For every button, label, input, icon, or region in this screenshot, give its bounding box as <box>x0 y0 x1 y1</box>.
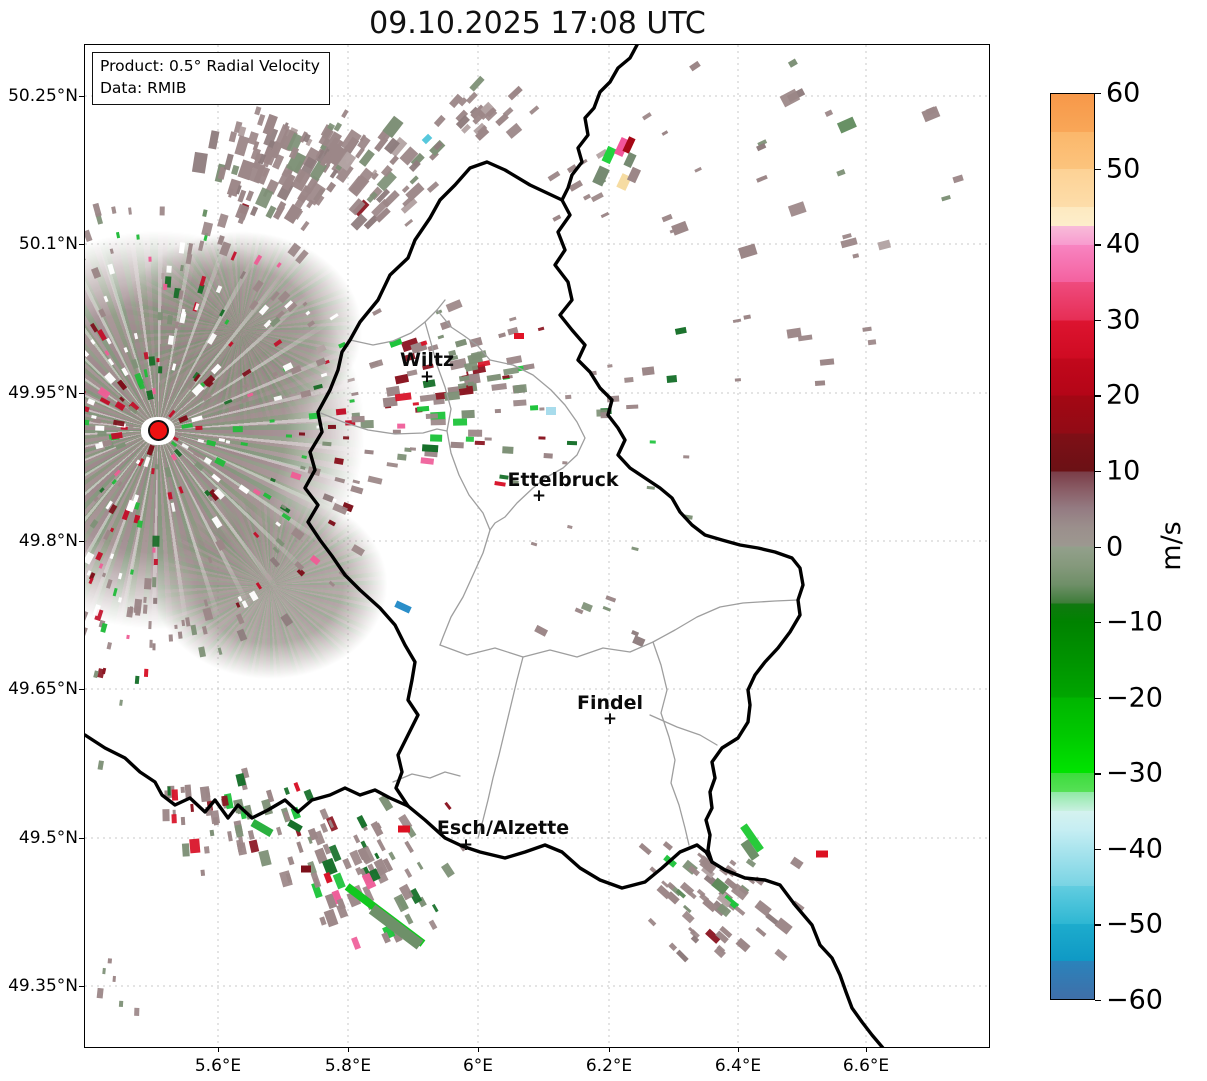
data-source-label: Data: RMIB <box>100 78 187 97</box>
x-tick-label: 6°E <box>462 1056 494 1076</box>
colorbar-tick-label: −50 <box>1106 908 1163 940</box>
radar-echo-block <box>816 850 828 858</box>
y-tick-mark <box>79 393 84 395</box>
colorbar-unit-label: m/s <box>1156 521 1187 571</box>
colorbar-tick-mark <box>1095 622 1101 624</box>
colorbar-tick-label: −10 <box>1106 606 1163 638</box>
colorbar-tick-label: 30 <box>1106 304 1141 336</box>
y-tick-mark <box>79 986 84 988</box>
product-info-box: Product: 0.5° Radial Velocity Data: RMIB <box>92 52 330 106</box>
y-tick-label: 49.95°N <box>8 383 78 403</box>
radar-echo-block <box>301 865 311 873</box>
colorbar-tick-label: 10 <box>1106 455 1141 487</box>
colorbar-tick-label: −40 <box>1106 833 1163 865</box>
y-tick-label: 49.35°N <box>8 976 78 996</box>
colorbar-tick-mark <box>1095 697 1101 700</box>
x-tick-mark <box>348 1047 350 1052</box>
y-tick-mark <box>79 689 84 691</box>
x-tick-mark <box>218 1047 220 1052</box>
colorbar-tick-mark <box>1095 168 1101 170</box>
x-tick-label: 6.6°E <box>842 1056 890 1076</box>
x-tick-label: 6.2°E <box>585 1056 633 1076</box>
colorbar-tick-mark <box>1095 546 1101 548</box>
y-tick-mark <box>79 838 84 840</box>
international-borders <box>85 45 885 1047</box>
colorbar-tick-mark <box>1095 319 1101 322</box>
colorbar-tick-label: −20 <box>1106 682 1163 714</box>
y-tick-label: 49.65°N <box>8 679 78 699</box>
y-tick-mark <box>79 541 84 543</box>
colorbar-tick-label: 50 <box>1106 153 1141 185</box>
radar-echo-speckles <box>85 45 989 1047</box>
figure-title: 09.10.2025 17:08 UTC <box>369 6 706 41</box>
city-label: Findel <box>576 692 644 714</box>
y-tick-label: 49.8°N <box>18 531 78 551</box>
colorbar-tick-mark <box>1095 395 1101 397</box>
city-label: Ettelbruck <box>507 469 619 491</box>
y-tick-label: 50.1°N <box>18 234 78 254</box>
colorbar-tick-mark <box>1095 244 1101 246</box>
colorbar-tick-mark <box>1095 848 1101 851</box>
colorbar-tick-label: 40 <box>1106 228 1141 260</box>
radar-site-marker <box>147 419 169 441</box>
x-tick-label: 5.6°E <box>194 1056 242 1076</box>
x-tick-label: 6.4°E <box>714 1056 762 1076</box>
city-marker: + <box>458 835 474 856</box>
city-marker: + <box>419 367 435 388</box>
city-label: Esch/Alzette <box>436 817 570 839</box>
y-tick-mark <box>79 244 84 246</box>
x-tick-mark <box>609 1047 611 1052</box>
radar-echo-blob-ne <box>110 225 370 435</box>
colorbar-tick-mark <box>1095 93 1101 95</box>
country-borders <box>85 45 885 1047</box>
colorbar-tick-label: 60 <box>1106 77 1141 109</box>
product-label: Product: 0.5° Radial Velocity <box>100 57 320 75</box>
colorbar-tick-label: −60 <box>1106 984 1163 1016</box>
radar-echo-block <box>398 825 410 833</box>
colorbar-tick-label: 20 <box>1106 379 1141 411</box>
y-tick-label: 50.25°N <box>8 86 78 106</box>
x-tick-mark <box>738 1047 740 1052</box>
colorbar-tick-label: 0 <box>1106 531 1124 562</box>
canton-borders <box>317 299 799 846</box>
x-tick-label: 5.8°E <box>324 1056 372 1076</box>
radar-echo-block <box>514 333 524 339</box>
city-labels: Wiltz + Ettelbruck + Findel + Esch/Alzette + <box>85 45 989 1047</box>
x-tick-mark <box>866 1047 868 1052</box>
y-tick-mark <box>79 96 84 98</box>
radar-echo-block <box>546 407 556 415</box>
city-marker: + <box>602 709 618 730</box>
x-tick-mark <box>478 1047 480 1052</box>
colorbar-tick-mark <box>1095 773 1101 775</box>
y-tick-label: 49.5°N <box>18 828 78 848</box>
colorbar-gradient <box>1050 93 1095 1000</box>
city-marker: + <box>531 486 547 507</box>
colorbar-tick-mark <box>1095 1000 1101 1002</box>
colorbar-tick-label: −30 <box>1106 757 1163 789</box>
city-label: Wiltz <box>399 349 455 371</box>
colorbar-tick-mark <box>1095 470 1101 473</box>
colorbar-tick-mark <box>1095 924 1101 926</box>
map-plot: Wiltz + Ettelbruck + Findel + Esch/Alzette + Pr… <box>84 44 990 1048</box>
